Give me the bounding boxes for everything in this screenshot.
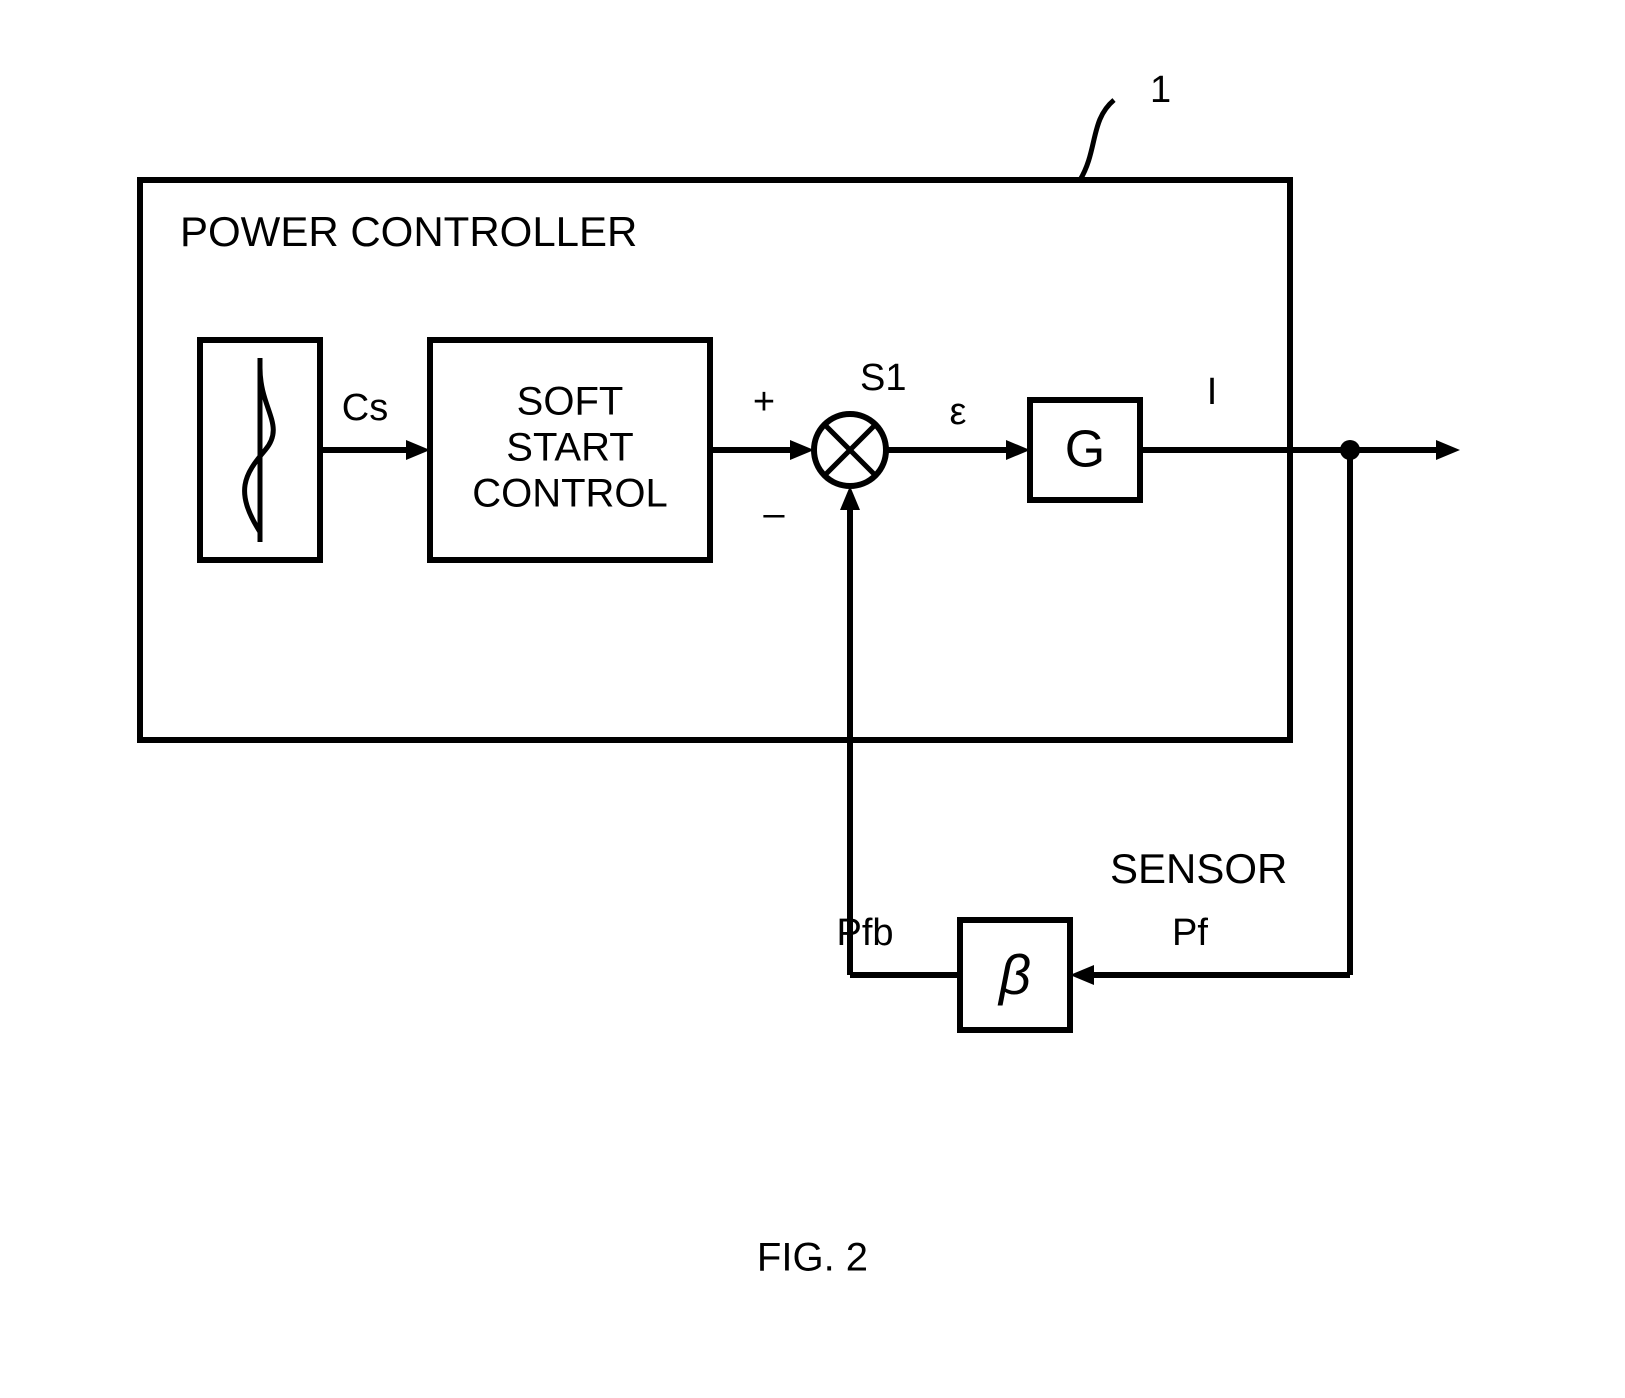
svg-text:Pf: Pf — [1172, 912, 1208, 954]
svg-text:ε: ε — [950, 391, 967, 433]
svg-text:–: – — [763, 493, 785, 535]
svg-text:β: β — [997, 943, 1031, 1006]
svg-text:Cs: Cs — [342, 387, 388, 429]
svg-text:+: + — [753, 381, 775, 423]
svg-text:SOFT: SOFT — [517, 380, 624, 424]
block-diagram: POWER CONTROLLER SOFTSTARTCONTROL S1 + – Gβ SE… — [0, 0, 1625, 1398]
svg-text:FIG. 2: FIG. 2 — [757, 1236, 868, 1280]
svg-text:START: START — [506, 426, 633, 470]
svg-text:S1: S1 — [860, 357, 906, 399]
svg-text:Pfb: Pfb — [836, 912, 893, 954]
svg-text:POWER CONTROLLER: POWER CONTROLLER — [180, 208, 637, 255]
svg-text:CONTROL: CONTROL — [472, 472, 668, 516]
svg-text:SENSOR: SENSOR — [1110, 845, 1287, 892]
svg-text:1: 1 — [1150, 69, 1171, 111]
svg-text:I: I — [1207, 371, 1218, 413]
svg-text:G: G — [1065, 421, 1105, 479]
